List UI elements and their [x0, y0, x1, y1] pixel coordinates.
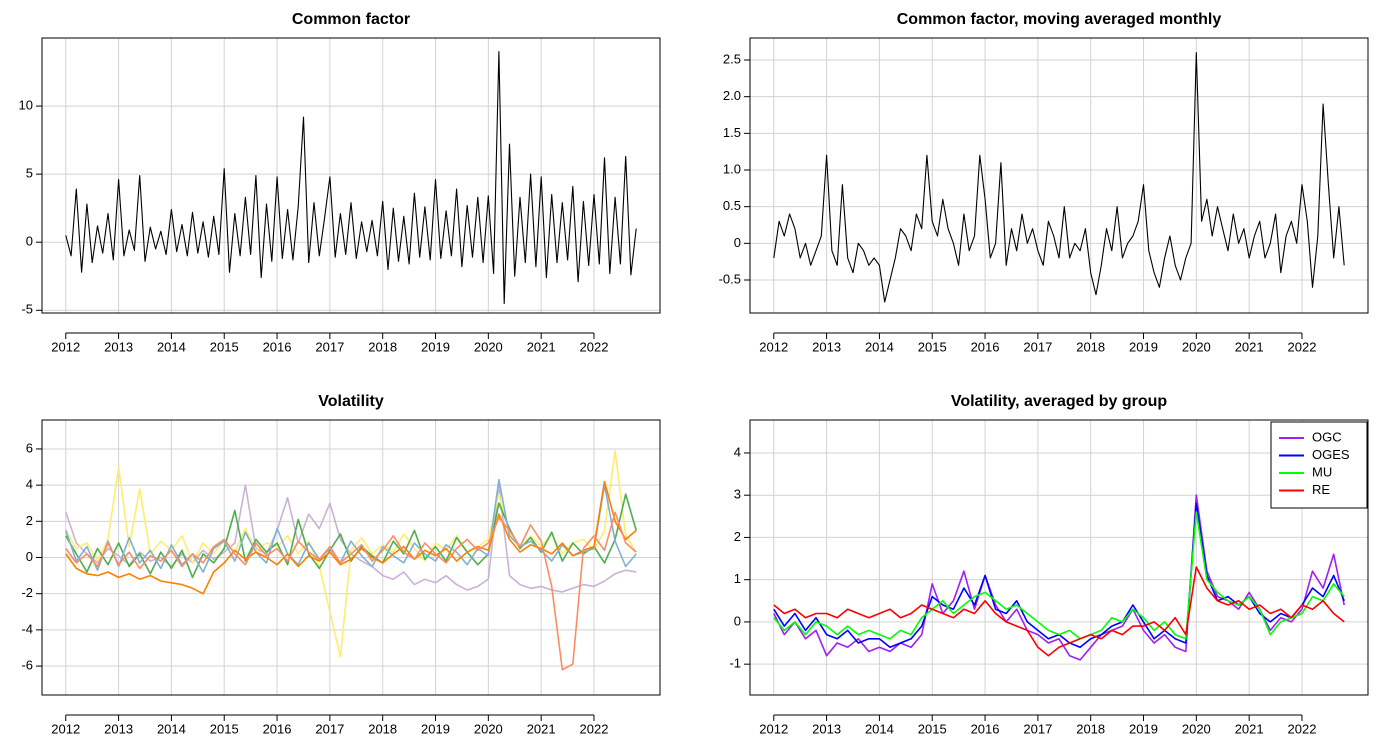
x-tick-label: 2020 [474, 339, 503, 354]
x-tick-label: 2012 [51, 339, 80, 354]
x-tick-label: 2017 [1023, 339, 1052, 354]
x-tick-label: 2015 [918, 721, 947, 736]
chart-title: Volatility [318, 393, 384, 410]
y-tick-label: 6 [26, 440, 33, 455]
legend-label: RE [1312, 482, 1330, 497]
panel: Common factor, moving averaged monthly -0… [719, 11, 1369, 354]
x-tick-label: 2020 [1182, 721, 1211, 736]
x-tick-label: 2017 [315, 339, 344, 354]
x-tick-label: 2020 [474, 721, 503, 736]
series-line [65, 51, 637, 305]
x-tick-label: 2019 [421, 721, 450, 736]
x-tick-label: 2015 [210, 721, 239, 736]
y-tick-label: 0 [734, 613, 741, 628]
plot-frame [41, 419, 661, 696]
y-tick-label: 1.0 [723, 161, 741, 176]
legend-label: OGES [1312, 447, 1350, 462]
x-tick-label: 2017 [315, 721, 344, 736]
x-tick-label: 2019 [1129, 339, 1158, 354]
x-tick-label: 2014 [865, 721, 894, 736]
x-tick-label: 2015 [918, 339, 947, 354]
y-tick-label: 10 [19, 98, 33, 113]
x-tick-label: 2013 [104, 339, 133, 354]
x-tick-label: 2021 [1235, 339, 1264, 354]
x-tick-label: 2021 [527, 339, 556, 354]
x-tick-label: 2022 [580, 721, 609, 736]
y-tick-label: 2 [734, 529, 741, 544]
x-tick-label: 2021 [1235, 721, 1264, 736]
x-tick-label: 2013 [812, 721, 841, 736]
x-tick-label: 2012 [51, 721, 80, 736]
x-tick-label: 2016 [263, 339, 292, 354]
y-tick-label: 1 [734, 571, 741, 586]
x-tick-label: 2014 [157, 721, 186, 736]
y-tick-label: -2 [21, 585, 33, 600]
x-tick-label: 2012 [759, 339, 788, 354]
y-tick-label: 4 [734, 444, 741, 459]
y-tick-label: -0.5 [719, 271, 741, 286]
y-tick-label: 2.5 [723, 51, 741, 66]
x-tick-label: 2017 [1023, 721, 1052, 736]
panel: Volatility -6 -4 -2 0 2 4 6 2012 2013 2014 2015 2016… [21, 393, 661, 736]
y-tick-label: -4 [21, 621, 33, 636]
x-tick-label: 2013 [104, 721, 133, 736]
series-line [65, 480, 637, 595]
series-line [65, 511, 637, 671]
x-tick-label: 2014 [157, 339, 186, 354]
series-line [773, 52, 1345, 303]
plot-frame [41, 37, 661, 314]
y-tick-label: 2 [26, 513, 33, 528]
x-tick-label: 2022 [1288, 721, 1317, 736]
x-tick-label: 2016 [971, 339, 1000, 354]
x-tick-label: 2018 [368, 721, 397, 736]
x-tick-label: 2019 [421, 339, 450, 354]
chart-title: Common factor, moving averaged monthly [897, 11, 1222, 28]
series-line [65, 450, 637, 658]
plot-frame [749, 419, 1369, 696]
x-tick-label: 2020 [1182, 339, 1211, 354]
y-tick-label: 0 [26, 234, 33, 249]
series-line [773, 566, 1345, 657]
x-tick-label: 2014 [865, 339, 894, 354]
plot-frame [749, 37, 1369, 314]
x-tick-label: 2016 [971, 721, 1000, 736]
chart-title: Volatility, averaged by group [951, 393, 1168, 410]
y-tick-label: 5 [26, 166, 33, 181]
y-tick-label: 3 [734, 487, 741, 502]
x-tick-label: 2022 [580, 339, 609, 354]
legend-box [1270, 421, 1368, 509]
x-tick-label: 2016 [263, 721, 292, 736]
series-line [65, 478, 637, 573]
y-tick-label: 2.0 [723, 88, 741, 103]
x-tick-label: 2015 [210, 339, 239, 354]
series-line [773, 494, 1345, 661]
series-line [773, 511, 1345, 640]
x-tick-label: 2018 [1076, 339, 1105, 354]
x-tick-label: 2022 [1288, 339, 1317, 354]
panel: Common factor -5 0 5 10 2012 2013 2014 2015 2016 2… [19, 11, 661, 354]
x-tick-label: 2018 [1076, 721, 1105, 736]
panel: Volatility, averaged by group -1 0 1 2 3 4 2012… [729, 393, 1369, 736]
y-tick-label: 0.5 [723, 198, 741, 213]
series-line [773, 502, 1345, 649]
x-tick-label: 2018 [368, 339, 397, 354]
chart-title: Common factor [292, 11, 410, 28]
y-tick-label: 4 [26, 477, 33, 492]
y-tick-label: -5 [21, 302, 33, 317]
x-tick-label: 2021 [527, 721, 556, 736]
legend-label: MU [1312, 464, 1332, 479]
y-tick-label: 0 [26, 549, 33, 564]
x-tick-label: 2013 [812, 339, 841, 354]
y-tick-label: 0 [734, 235, 741, 250]
y-tick-label: -6 [21, 657, 33, 672]
series-line [65, 493, 637, 579]
y-tick-label: 1.5 [723, 125, 741, 140]
y-tick-label: -1 [729, 656, 741, 671]
legend-label: OGC [1312, 429, 1342, 444]
x-tick-label: 2012 [759, 721, 788, 736]
x-tick-label: 2019 [1129, 721, 1158, 736]
